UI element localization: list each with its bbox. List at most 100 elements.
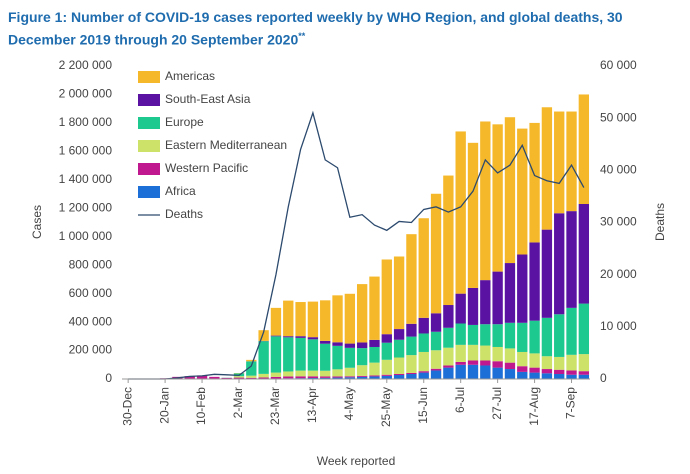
bar-segment	[184, 376, 195, 379]
bar-segment	[283, 336, 294, 338]
x-tick-label: 10-Feb	[194, 387, 208, 425]
bar-segment	[480, 280, 491, 325]
bar-segment	[418, 333, 429, 352]
bar-segment	[504, 263, 516, 323]
bar-segment	[295, 302, 306, 337]
bar-segment	[554, 111, 565, 214]
legend-label: Africa	[165, 184, 196, 198]
bar-segment	[443, 305, 454, 328]
bar-segment	[492, 271, 503, 325]
bar-segment	[283, 300, 294, 337]
bar-segment	[455, 293, 466, 324]
bar-segment	[381, 375, 392, 379]
x-tick-label: 2-Mar	[231, 387, 245, 418]
x-tick-label: 7-Sep	[564, 387, 578, 419]
bar-segment	[344, 293, 356, 344]
bar-segment	[541, 373, 553, 379]
bar-segment	[566, 111, 577, 212]
bar-segment	[320, 343, 331, 371]
y-tick-label: 0	[105, 371, 112, 385]
bar-segment	[430, 368, 442, 371]
bar-segment	[418, 218, 429, 318]
bar-segment	[418, 372, 429, 379]
bar-segment	[246, 377, 257, 379]
y2-tick-label: 40 000	[600, 163, 637, 177]
bar-segment	[430, 313, 442, 332]
bar-segment	[369, 346, 380, 363]
bar-segment	[443, 367, 454, 379]
x-axis-title: Week reported	[317, 454, 396, 468]
bar-segment	[307, 370, 319, 377]
bar-segment	[283, 337, 294, 372]
bar-segment	[467, 344, 479, 361]
bar-segment	[369, 339, 380, 347]
legend-swatch	[138, 71, 160, 83]
bar-segment	[517, 351, 528, 367]
bar-segment	[393, 375, 405, 379]
bar-segment	[258, 341, 269, 374]
title-note: **	[298, 31, 306, 41]
legend-label: Americas	[165, 69, 215, 83]
bar-segment	[320, 376, 331, 378]
bar-segment	[443, 365, 454, 368]
bar-segment	[529, 242, 540, 321]
bar-segment	[554, 314, 565, 357]
bar-segment	[541, 107, 553, 230]
bar-segment	[209, 376, 220, 379]
bar-segment	[283, 371, 294, 377]
chart-title-block: Figure 1: Number of COVID-19 cases repor…	[8, 8, 648, 50]
bar-segment	[566, 374, 577, 379]
legend-swatch	[138, 163, 160, 175]
bar-segment	[307, 337, 319, 340]
bar-segment	[430, 350, 442, 369]
bar-segment	[492, 324, 503, 347]
bar-segment	[393, 329, 405, 340]
bar-segment	[430, 331, 442, 351]
legend-swatch	[138, 94, 160, 106]
bar-segment	[332, 376, 343, 378]
bar-segment	[517, 128, 528, 255]
bar-segment	[344, 343, 356, 348]
bar-segment	[258, 377, 269, 379]
legend-swatch	[138, 186, 160, 198]
bar-segment	[554, 369, 565, 375]
bar-segment	[233, 377, 245, 379]
bar-segment	[270, 372, 282, 377]
bar-segment	[246, 359, 257, 362]
bar-segment	[517, 371, 528, 379]
bar-segment	[258, 330, 269, 341]
y2-axis-title: Deaths	[653, 203, 667, 241]
bar-segment	[344, 377, 356, 379]
bar-segment	[529, 372, 540, 379]
bar-segment	[356, 375, 368, 377]
bar-segment	[369, 362, 380, 376]
bar-segment	[480, 365, 491, 379]
bar-segment	[356, 342, 368, 349]
bar-segment	[578, 374, 590, 379]
y-tick-label: 400 000	[69, 314, 113, 328]
bar-segment	[443, 327, 454, 348]
bar-segment	[344, 347, 356, 368]
bar-segment	[332, 295, 343, 343]
x-tick-label: 27-Jul	[490, 387, 504, 420]
y2-tick-label: 20 000	[600, 267, 637, 281]
bar-segment	[467, 364, 479, 379]
x-tick-label: 30-Dec	[120, 387, 134, 426]
x-tick-label: 6-Jul	[453, 387, 467, 413]
bar-segment	[332, 377, 343, 379]
deaths-line	[128, 110, 585, 380]
bar-segment	[393, 256, 405, 330]
x-tick-label: 17-Aug	[527, 387, 541, 426]
y2-tick-label: 60 000	[600, 58, 637, 72]
x-tick-label: 13-Apr	[305, 387, 319, 423]
y-tick-label: 1 600 000	[59, 144, 113, 158]
y2-tick-label: 0	[600, 371, 607, 385]
bar-segment	[418, 317, 429, 334]
y-tick-label: 1 200 000	[59, 200, 113, 214]
bar-segment	[320, 377, 331, 379]
bar-segment	[455, 344, 466, 362]
bar-segment	[344, 376, 356, 378]
bar-segment	[467, 324, 479, 345]
bar-segment	[467, 360, 479, 365]
